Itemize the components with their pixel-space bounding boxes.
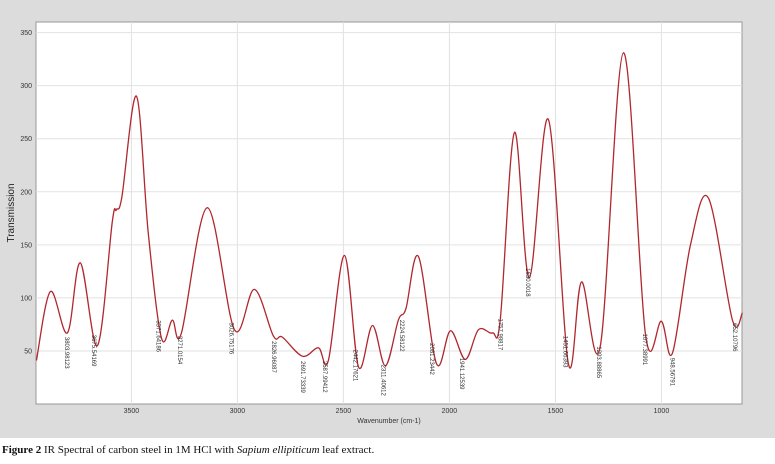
caption-text-end: leaf extract. bbox=[322, 444, 375, 456]
x-tick-label: 2500 bbox=[336, 408, 352, 415]
peak-annotation: 2081.23442 bbox=[428, 343, 434, 375]
peak-annotation: 652.10796 bbox=[731, 323, 737, 352]
peak-annotation: 2587.99412 bbox=[321, 361, 327, 393]
spectrum-line bbox=[35, 52, 744, 370]
peak-annotation: 2826.96087 bbox=[270, 341, 276, 373]
peak-annotation: 2691.73339 bbox=[299, 361, 305, 393]
chart: Transmission Wavenumber (cm-1) 50 100 150 2… bbox=[0, 0, 775, 438]
y-tick-label: 250 bbox=[20, 136, 32, 143]
y-tick-label: 150 bbox=[20, 242, 32, 249]
caption-italic: Sapium ellipiticum bbox=[236, 444, 320, 456]
peak-annotation: 1941.12539 bbox=[458, 358, 464, 390]
peak-annotation: 2311.40612 bbox=[379, 365, 385, 397]
plot-area bbox=[35, 21, 743, 405]
peak-annotation: 1077.38991 bbox=[641, 334, 647, 366]
caption-text: IR Spectral of carbon steel in 1M HCl wi… bbox=[43, 444, 234, 456]
x-tick-label: 1000 bbox=[654, 408, 670, 415]
peak-annotation: 948.56791 bbox=[668, 358, 674, 387]
y-tick-label: 200 bbox=[20, 189, 32, 196]
peak-annotation: 1451.66393 bbox=[562, 336, 568, 368]
peak-annotation: 1630.0018 bbox=[524, 268, 530, 297]
peak-annotation: 2224.58122 bbox=[398, 320, 404, 352]
caption-label: Figure 2 bbox=[2, 444, 42, 456]
x-tick-label: 3000 bbox=[230, 408, 246, 415]
x-axis-title: Wavenumber (cm-1) bbox=[357, 418, 421, 425]
y-axis-title: Transmission bbox=[6, 183, 17, 242]
y-tick-label: 300 bbox=[20, 83, 32, 90]
peak-annotation: 1757.98817 bbox=[497, 319, 503, 351]
x-tick-label: 3500 bbox=[124, 408, 140, 415]
x-tick-label: 2000 bbox=[442, 408, 458, 415]
y-tick-label: 350 bbox=[20, 30, 32, 37]
peak-annotation: 3371.64186 bbox=[155, 320, 161, 352]
peak-annotation: 3675.54169 bbox=[90, 335, 96, 367]
figure-caption: Figure 2 IR Spectral of carbon steel in … bbox=[2, 444, 374, 456]
peak-annotation: 3026.75176 bbox=[228, 323, 234, 355]
y-tick-label: 50 bbox=[24, 348, 32, 355]
y-tick-label: 100 bbox=[20, 295, 32, 302]
peak-annotation: 3271.0154 bbox=[176, 336, 182, 365]
peak-annotation: 1293.88865 bbox=[595, 346, 601, 378]
peak-annotation: 2442.17621 bbox=[352, 350, 358, 382]
peak-annotation: 3803.98123 bbox=[63, 337, 69, 369]
x-tick-label: 1500 bbox=[548, 408, 564, 415]
